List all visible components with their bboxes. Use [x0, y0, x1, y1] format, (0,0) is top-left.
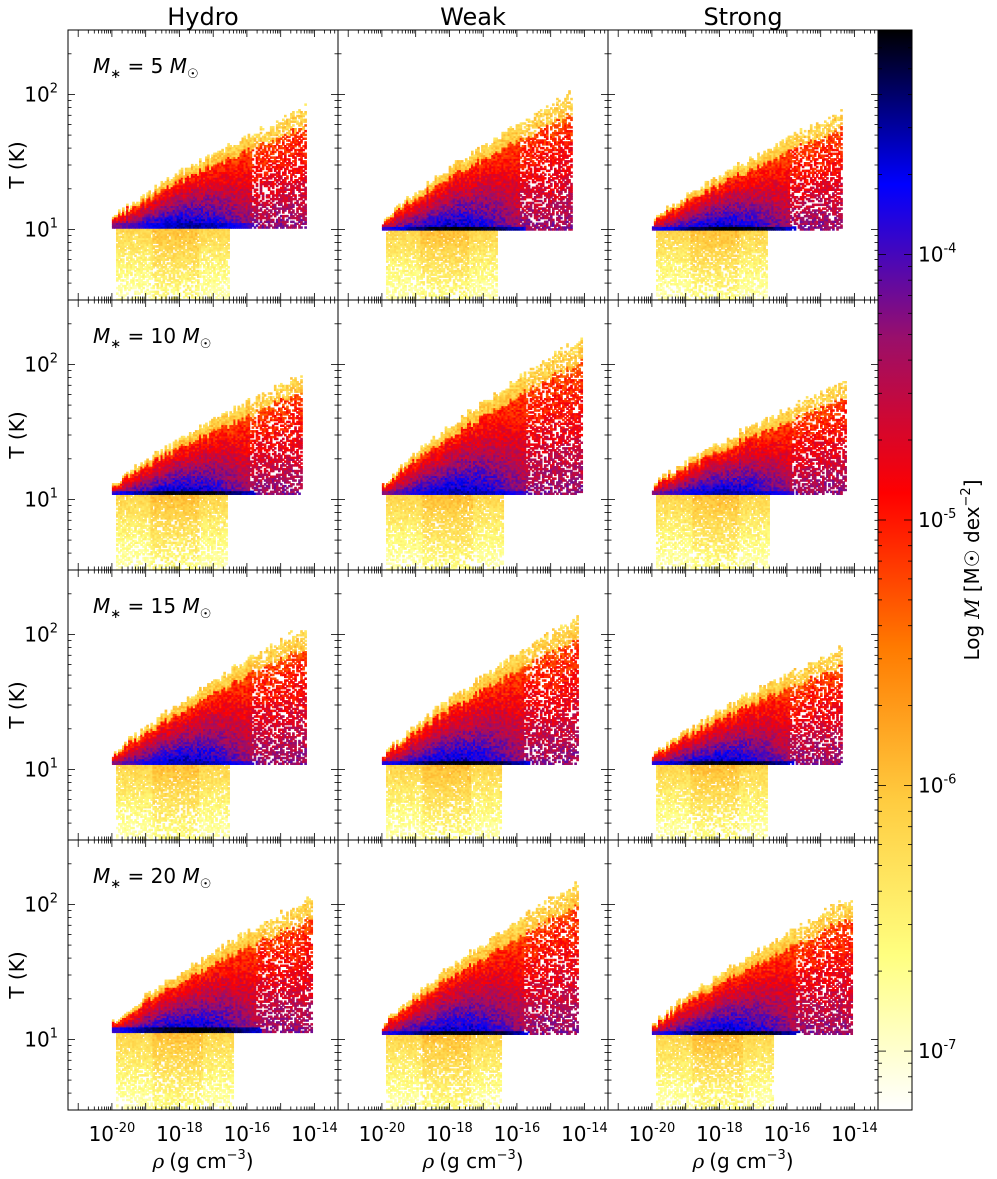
heatmap-cell: [148, 283, 151, 285]
heatmap-cell: [122, 258, 125, 260]
heatmap-cell: [130, 272, 133, 274]
heatmap-cell: [142, 287, 145, 289]
heatmap-cell: [122, 270, 125, 272]
panels-layer: [112, 90, 853, 1110]
heatmap-cell: [126, 292, 129, 294]
heatmap-cell: [118, 209, 121, 211]
heatmap-cell: [142, 194, 145, 196]
heatmap-cell: [122, 207, 125, 209]
heatmap-cell: [148, 190, 151, 192]
heatmap-panel: [112, 103, 307, 300]
heatmap-cell: [126, 204, 129, 206]
figure: Hydro Weak StrongT (K)101102M∗ = 5 M☉T (K)…: [0, 0, 997, 1179]
